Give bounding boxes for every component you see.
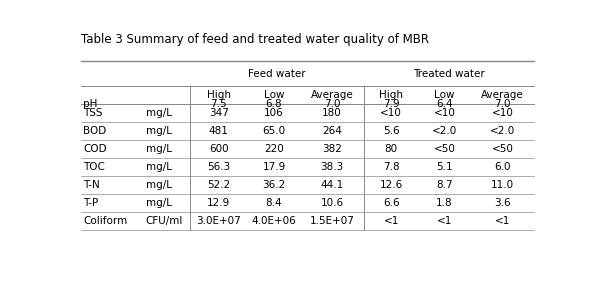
Text: 600: 600: [209, 144, 229, 154]
Text: Feed water: Feed water: [248, 68, 305, 79]
Text: <10: <10: [434, 108, 455, 118]
Text: TOC: TOC: [83, 162, 105, 172]
Text: <1: <1: [437, 216, 452, 226]
Text: Coliform: Coliform: [83, 216, 128, 226]
Text: 7.5: 7.5: [211, 99, 227, 109]
Text: 106: 106: [264, 108, 284, 118]
Text: 7.0: 7.0: [324, 99, 340, 109]
Text: 36.2: 36.2: [262, 180, 286, 190]
Text: 11.0: 11.0: [491, 180, 514, 190]
Text: CFU/ml: CFU/ml: [146, 216, 183, 226]
Text: <1: <1: [495, 216, 510, 226]
Text: 80: 80: [385, 144, 398, 154]
Text: 8.7: 8.7: [436, 180, 453, 190]
Text: 17.9: 17.9: [262, 162, 286, 172]
Text: Low: Low: [434, 90, 455, 100]
Text: Table 3 Summary of feed and treated water quality of MBR: Table 3 Summary of feed and treated wate…: [80, 33, 428, 46]
Text: 7.0: 7.0: [494, 99, 511, 109]
Text: 1.8: 1.8: [436, 198, 453, 208]
Text: High: High: [379, 90, 403, 100]
Text: 4.0E+06: 4.0E+06: [251, 216, 296, 226]
Text: 8.4: 8.4: [266, 198, 283, 208]
Text: mg/L: mg/L: [146, 108, 172, 118]
Text: COD: COD: [83, 144, 107, 154]
Text: <10: <10: [491, 108, 514, 118]
Text: High: High: [206, 90, 230, 100]
Text: 1.5E+07: 1.5E+07: [310, 216, 355, 226]
Text: mg/L: mg/L: [146, 162, 172, 172]
Text: 6.8: 6.8: [266, 99, 283, 109]
Text: 180: 180: [322, 108, 342, 118]
Text: <2.0: <2.0: [432, 126, 457, 136]
Text: 5.6: 5.6: [383, 126, 400, 136]
Text: 481: 481: [209, 126, 229, 136]
Text: 44.1: 44.1: [320, 180, 344, 190]
Text: 264: 264: [322, 126, 342, 136]
Text: BOD: BOD: [83, 126, 107, 136]
Text: T-N: T-N: [83, 180, 100, 190]
Text: <1: <1: [383, 216, 399, 226]
Text: TSS: TSS: [83, 108, 103, 118]
Text: mg/L: mg/L: [146, 198, 172, 208]
Text: pH: pH: [83, 99, 98, 109]
Text: 3.0E+07: 3.0E+07: [196, 216, 241, 226]
Text: 65.0: 65.0: [262, 126, 286, 136]
Text: Treated water: Treated water: [413, 68, 485, 79]
Text: 220: 220: [264, 144, 284, 154]
Text: 12.6: 12.6: [379, 180, 403, 190]
Text: <2.0: <2.0: [490, 126, 515, 136]
Text: 12.9: 12.9: [207, 198, 230, 208]
Text: 38.3: 38.3: [320, 162, 344, 172]
Text: 382: 382: [322, 144, 342, 154]
Text: 3.6: 3.6: [494, 198, 511, 208]
Text: 6.6: 6.6: [383, 198, 400, 208]
Text: T-P: T-P: [83, 198, 98, 208]
Text: 56.3: 56.3: [207, 162, 230, 172]
Text: mg/L: mg/L: [146, 144, 172, 154]
Text: 10.6: 10.6: [320, 198, 344, 208]
Text: 347: 347: [209, 108, 229, 118]
Text: 52.2: 52.2: [207, 180, 230, 190]
Text: <50: <50: [434, 144, 455, 154]
Text: 6.0: 6.0: [494, 162, 511, 172]
Text: 7.9: 7.9: [383, 99, 400, 109]
Text: Average: Average: [481, 90, 524, 100]
Text: Low: Low: [264, 90, 284, 100]
Text: mg/L: mg/L: [146, 180, 172, 190]
Text: 6.4: 6.4: [436, 99, 453, 109]
Text: <50: <50: [491, 144, 514, 154]
Text: 7.8: 7.8: [383, 162, 400, 172]
Text: <10: <10: [380, 108, 402, 118]
Text: mg/L: mg/L: [146, 126, 172, 136]
Text: 5.1: 5.1: [436, 162, 453, 172]
Text: Average: Average: [311, 90, 353, 100]
